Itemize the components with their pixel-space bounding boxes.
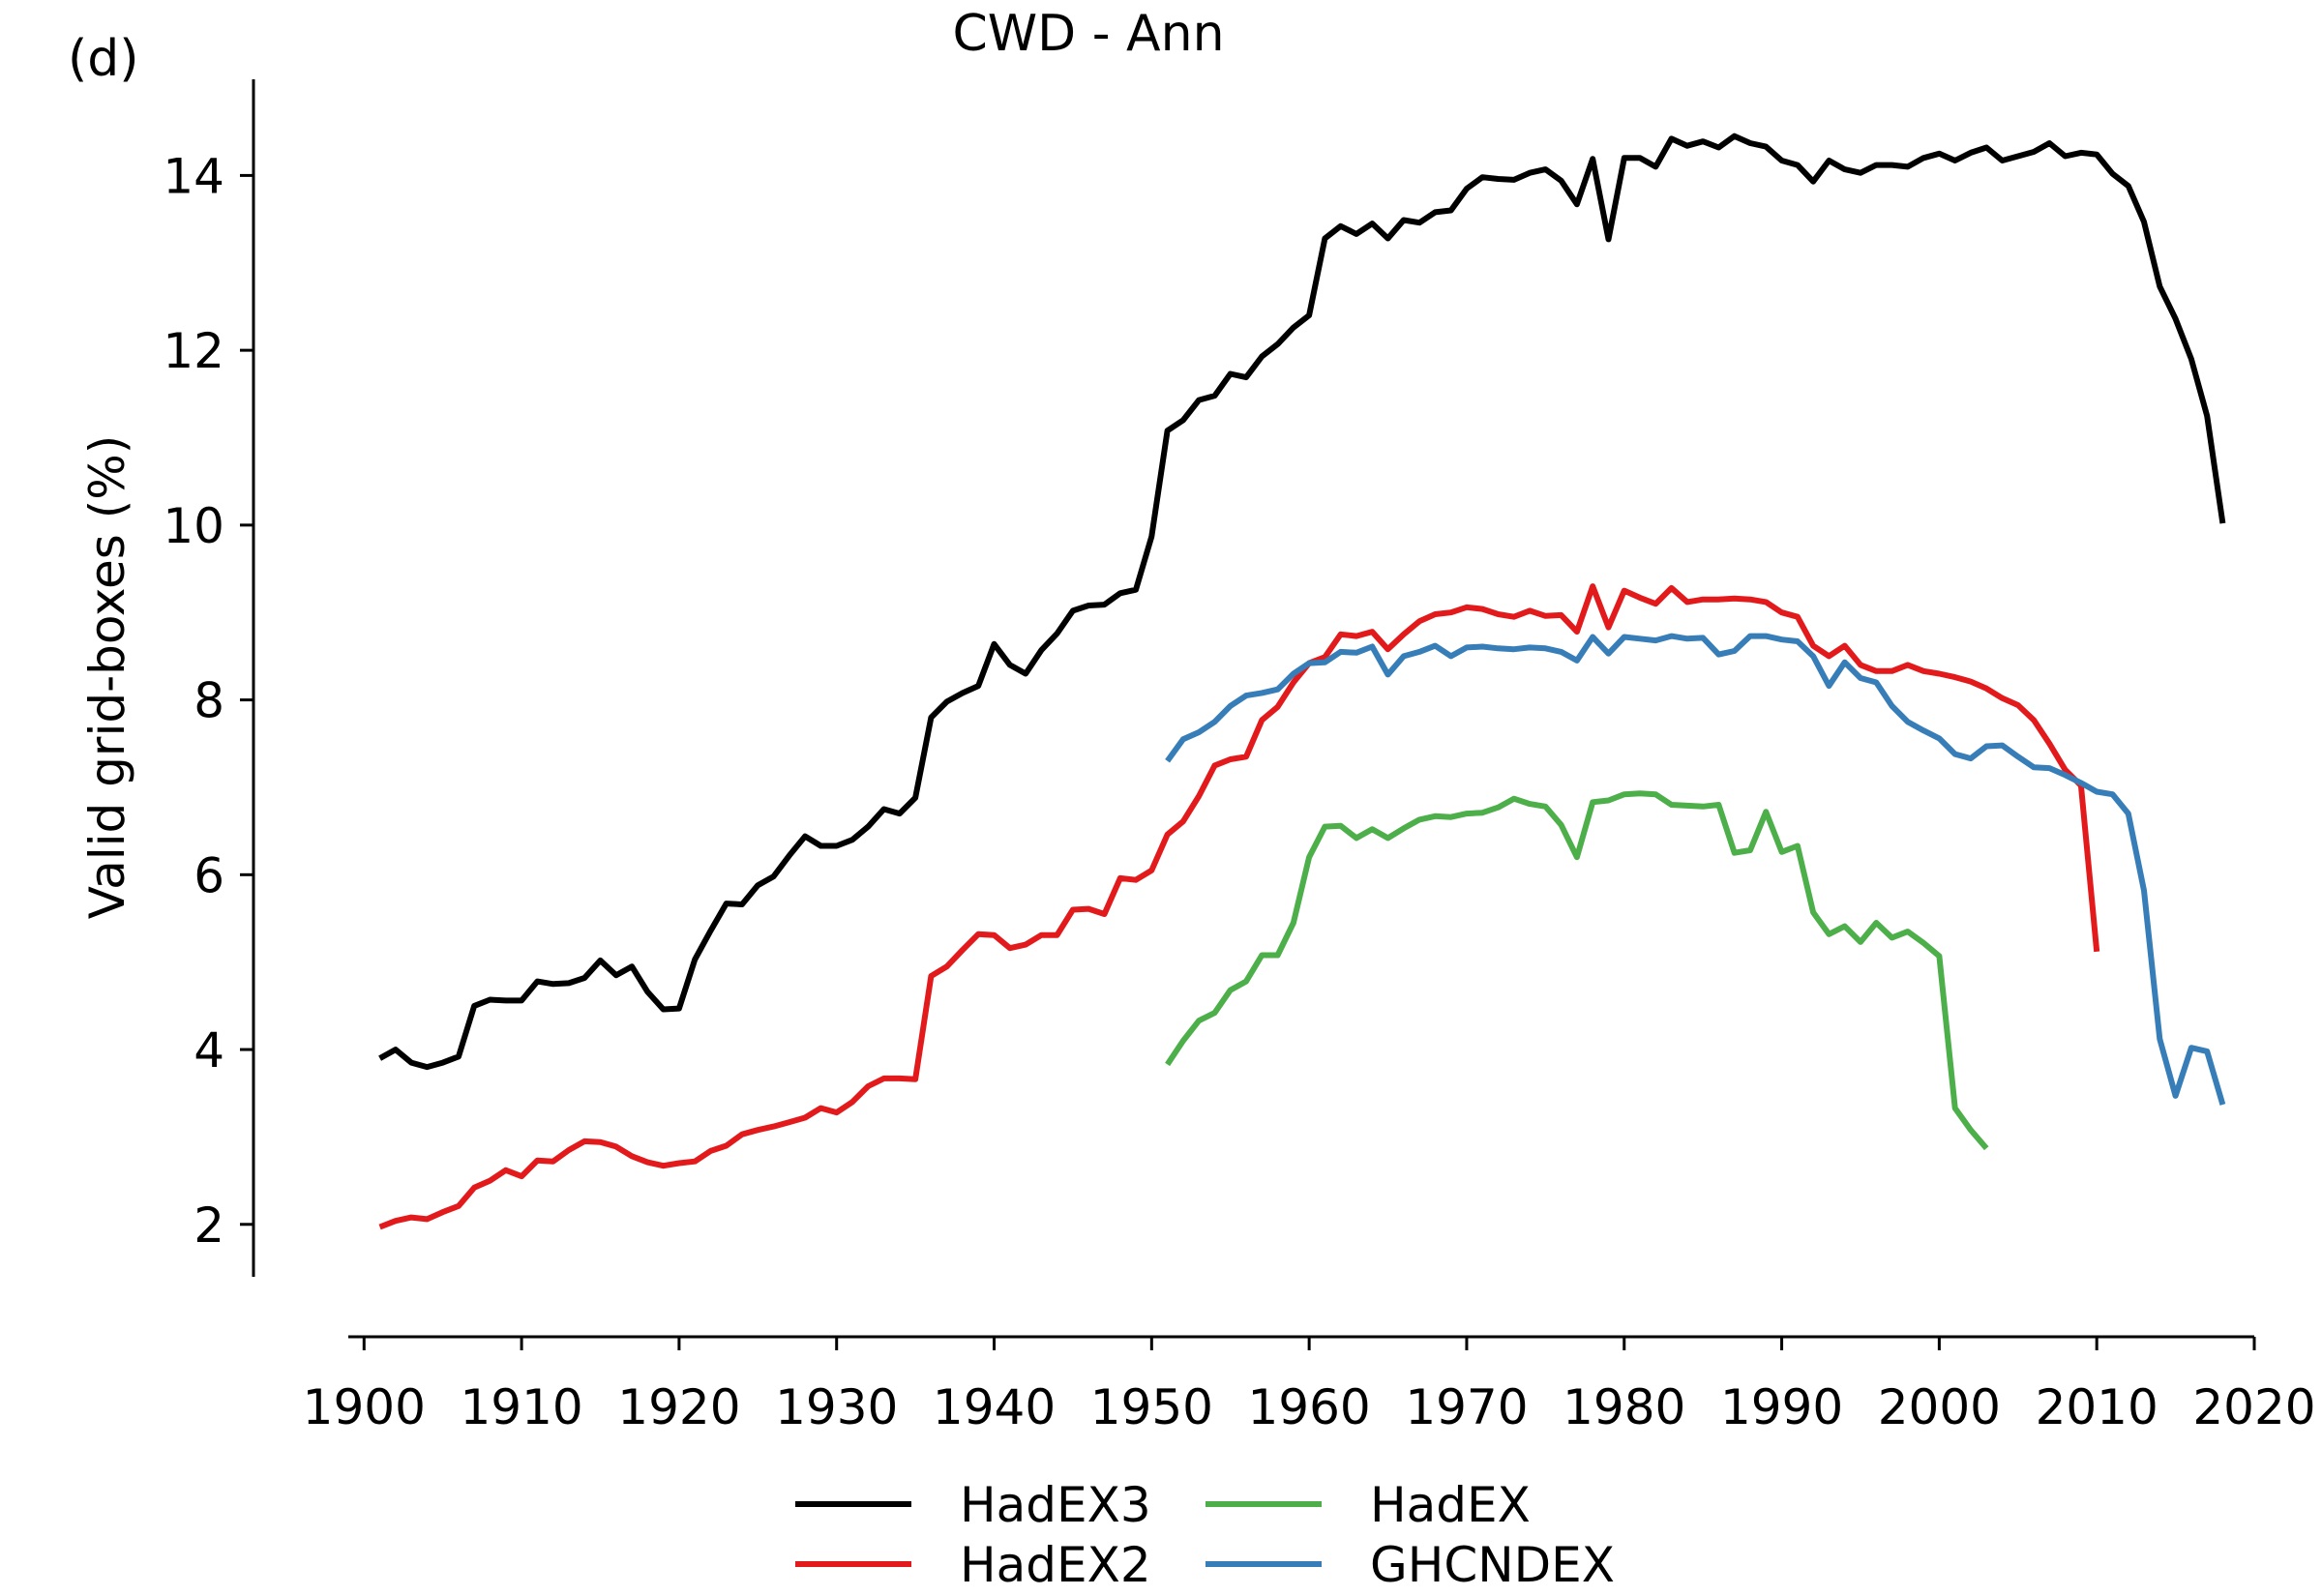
- x-axis-ticks: 1900 1910 1920 1930 1940 1950 1960 1970 1980 1990…: [303, 1337, 2316, 1435]
- x-tick-label: 1910: [460, 1379, 582, 1435]
- x-tick-label: 1970: [1405, 1379, 1528, 1435]
- chart-title: CWD - Ann: [952, 5, 1224, 63]
- legend-label-ghcndex: GHCNDEX: [1370, 1537, 1615, 1593]
- x-tick-label: 2020: [2192, 1379, 2315, 1435]
- legend-label-hadex3: HadEX3: [960, 1477, 1151, 1533]
- y-axis-label: Valid grid-boxes (%): [79, 435, 135, 919]
- series-line-hadex3: [378, 133, 2226, 1071]
- y-tick-label: 12: [163, 323, 224, 379]
- x-tick-label: 2000: [1878, 1379, 2001, 1435]
- x-tick-label: 2010: [2036, 1379, 2158, 1435]
- y-tick-label: 14: [163, 148, 224, 204]
- y-axis-ticks: 2 4 6 8 10 12 14: [163, 148, 253, 1254]
- x-tick-label: 1980: [1563, 1379, 1685, 1435]
- y-tick-label: 4: [194, 1022, 224, 1079]
- x-tick-label: 1990: [1720, 1379, 1843, 1435]
- series-line-ghcndex: [1165, 633, 2226, 1106]
- x-tick-label: 1940: [933, 1379, 1056, 1435]
- x-tick-label: 1930: [775, 1379, 898, 1435]
- x-tick-label: 1950: [1090, 1379, 1213, 1435]
- x-tick-label: 1900: [303, 1379, 426, 1435]
- y-tick-label: 6: [194, 847, 224, 903]
- legend-label-hadex2: HadEX2: [960, 1537, 1151, 1593]
- x-tick-label: 1920: [617, 1379, 740, 1435]
- y-tick-label: 2: [194, 1197, 224, 1254]
- x-tick-label: 1960: [1248, 1379, 1371, 1435]
- series-line-hadex: [1165, 790, 1989, 1151]
- series-lines: [378, 133, 2226, 1230]
- y-tick-label: 8: [194, 673, 224, 729]
- y-tick-label: 10: [163, 498, 224, 554]
- legend-label-hadex: HadEX: [1370, 1477, 1531, 1533]
- panel-label: (d): [68, 30, 139, 88]
- series-line-hadex2: [378, 583, 2100, 1230]
